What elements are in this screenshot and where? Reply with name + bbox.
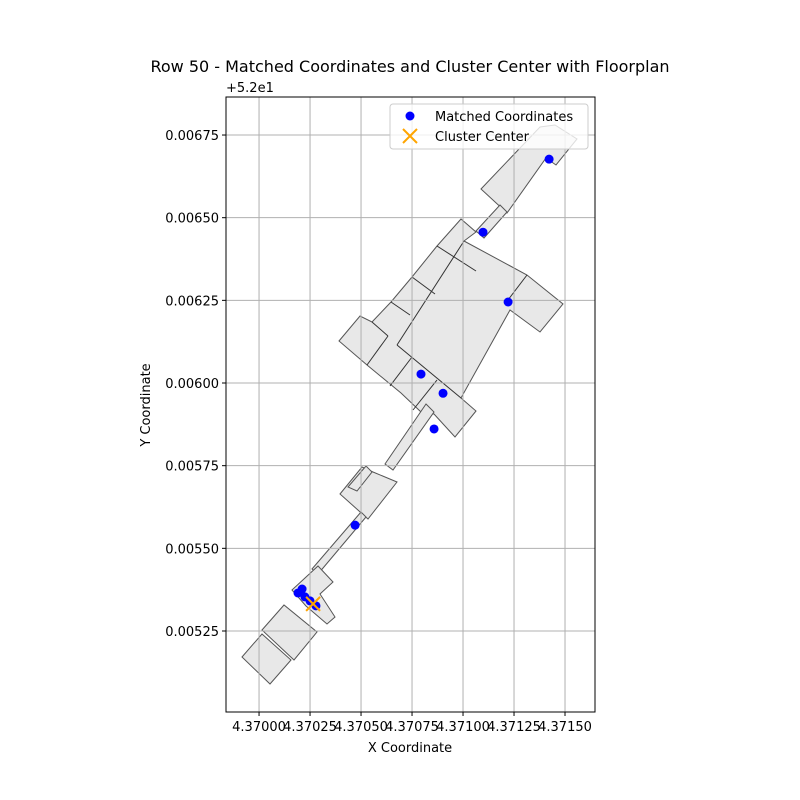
marks [293,154,554,612]
x-tick-label: 4.37050 [334,720,388,735]
wall [371,321,389,337]
room [347,465,373,492]
point [438,388,448,398]
wall [507,274,528,301]
y-tick-label: 0.00575 [165,460,219,475]
x-tick-label: 4.37125 [487,720,541,735]
room [261,604,318,661]
corridor [384,403,435,471]
y-offset-label: +5.2e1 [226,81,274,96]
legend-label: Cluster Center [435,130,530,145]
y-tick-label: 0.00675 [165,129,219,144]
point [350,520,360,530]
legend-box [389,103,589,150]
wall [390,301,411,316]
wall [436,245,477,272]
floorplan [241,124,578,685]
x-tick-label: 4.37025 [283,720,337,735]
legend-marker [402,128,418,144]
x-tick-label: 4.37075 [385,720,439,735]
y-tick-label: 0.00525 [165,625,219,640]
wall [389,356,413,387]
legend: Matched Coordinates Cluster Center [389,103,589,150]
point [478,227,488,237]
point [305,596,321,612]
plot-frame [225,96,596,713]
y-tick-label: 0.00550 [165,542,219,557]
wall [396,344,462,399]
x-tick-label: 4.37150 [538,720,592,735]
x-tick-label: 4.37100 [436,720,490,735]
point [429,424,439,434]
grid: 4.370004.370254.370504.370754.371004.371… [165,97,595,735]
point [544,154,554,164]
wall [366,335,389,366]
y-axis-label: Y Coordinate [139,363,154,447]
x-tick-label: 4.37000 [232,720,286,735]
y-tick-label: 0.00625 [165,294,219,309]
legend-label: Matched Coordinates [435,110,573,125]
wall [396,240,465,346]
room [291,565,336,625]
wall [412,379,438,411]
x-axis-label: X Coordinate [368,741,452,756]
y-tick-label: 0.00600 [165,377,219,392]
chart-title: Row 50 - Matched Coordinates and Cluster… [150,57,669,76]
point [503,297,513,307]
legend-marker [405,111,415,121]
room [241,633,292,685]
y-tick-label: 0.00650 [165,212,219,227]
point [293,588,303,598]
point [416,369,426,379]
